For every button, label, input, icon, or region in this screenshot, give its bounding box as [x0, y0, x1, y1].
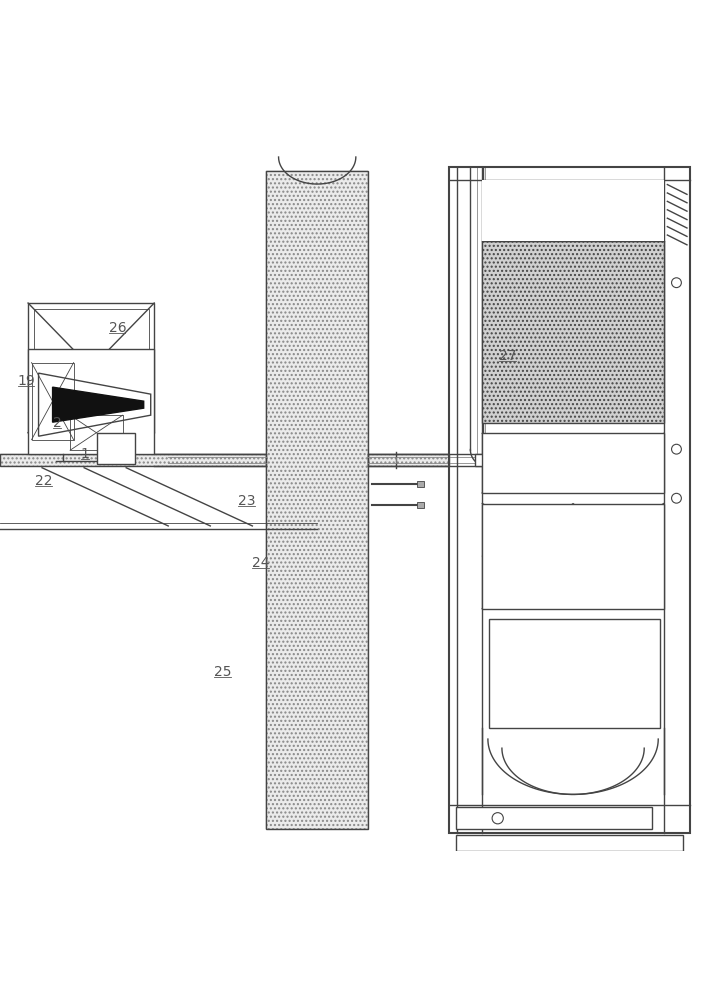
Bar [28, 303, 154, 433]
Bar [417, 481, 424, 487]
Bar [0, 454, 266, 466]
Bar [266, 171, 368, 829]
Bar [449, 167, 690, 833]
Text: 19: 19 [18, 374, 35, 388]
Bar [489, 619, 660, 728]
Polygon shape [53, 387, 144, 422]
Bar [456, 835, 683, 850]
Text: 25: 25 [214, 665, 231, 679]
Bar [32, 363, 74, 440]
Bar [482, 433, 664, 493]
Bar [0, 454, 266, 466]
Bar [482, 180, 664, 241]
Bar [70, 415, 123, 450]
Text: 2: 2 [53, 416, 61, 430]
Text: 22: 22 [35, 474, 53, 488]
Text: 24: 24 [252, 556, 270, 570]
Bar [482, 241, 664, 423]
Bar [28, 349, 154, 454]
Text: 1: 1 [81, 447, 90, 461]
Bar [266, 171, 368, 829]
Bar [368, 454, 449, 466]
Bar [417, 502, 424, 508]
Bar [368, 454, 449, 466]
Text: 23: 23 [238, 494, 256, 508]
Text: 27: 27 [499, 349, 517, 363]
Bar [34, 309, 149, 427]
Text: 26: 26 [109, 321, 126, 335]
Bar [475, 454, 487, 466]
Bar [97, 433, 135, 464]
Bar [482, 504, 664, 609]
Bar [456, 807, 652, 829]
